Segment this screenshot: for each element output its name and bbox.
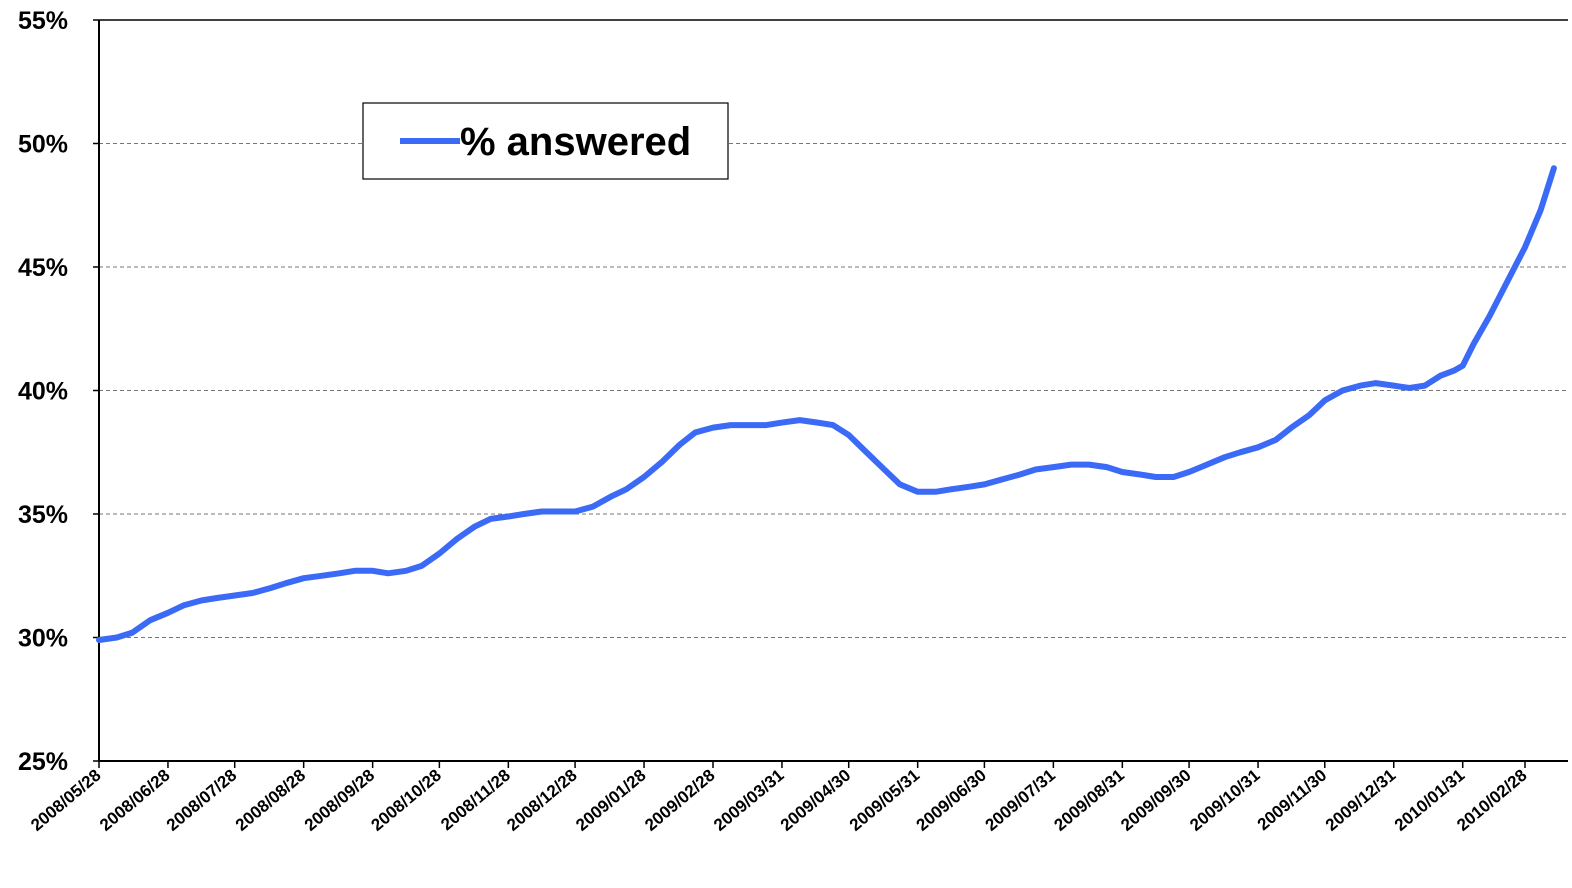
x-tick-label: 2009/08/31 bbox=[1051, 766, 1128, 835]
y-axis-ticks: 25% 30% 35% 40% 45% 50% 55% bbox=[18, 7, 99, 776]
y-tick-label: 40% bbox=[18, 378, 68, 406]
x-tick-label: 2008/07/28 bbox=[163, 766, 240, 835]
x-tick-label: 2009/07/31 bbox=[982, 766, 1059, 835]
legend: % answered bbox=[362, 102, 729, 180]
x-tick-label: 2009/02/28 bbox=[641, 766, 718, 835]
x-tick-label: 2009/11/30 bbox=[1254, 766, 1331, 835]
y-tick-label: 45% bbox=[18, 254, 68, 282]
y-tick-label: 50% bbox=[18, 131, 68, 159]
x-tick-label: 2009/01/28 bbox=[572, 766, 649, 835]
x-tick-label: 2008/06/28 bbox=[96, 766, 173, 835]
x-tick-label: 2008/10/28 bbox=[368, 766, 445, 835]
x-tick-label: 2009/03/31 bbox=[710, 766, 787, 835]
legend-label: % answered bbox=[460, 120, 691, 164]
y-tick-label: 35% bbox=[18, 501, 68, 529]
x-tick-label: 2008/08/28 bbox=[232, 766, 309, 835]
gridlines bbox=[99, 19, 1568, 638]
y-tick-label: 25% bbox=[18, 748, 68, 776]
x-tick-label: 2008/09/28 bbox=[301, 766, 378, 835]
x-tick-label: 2009/09/30 bbox=[1117, 766, 1194, 835]
x-tick-label: 2009/04/30 bbox=[777, 766, 854, 835]
legend-box bbox=[362, 102, 729, 180]
x-tick-label: 2009/12/31 bbox=[1322, 766, 1399, 835]
series-line-answered bbox=[96, 165, 1557, 643]
x-tick-label: 2009/10/31 bbox=[1186, 766, 1263, 835]
x-tick-label: 2008/11/28 bbox=[437, 766, 514, 835]
y-tick-label: 30% bbox=[18, 625, 68, 653]
x-tick-label: 2009/06/30 bbox=[913, 766, 990, 835]
x-tick-label: 2008/12/28 bbox=[503, 766, 580, 835]
y-tick-label: 55% bbox=[18, 7, 68, 35]
x-axis-ticks: 2008/05/282008/06/282008/07/282008/08/28… bbox=[27, 761, 1531, 835]
x-tick-label: 2009/05/31 bbox=[846, 766, 923, 835]
